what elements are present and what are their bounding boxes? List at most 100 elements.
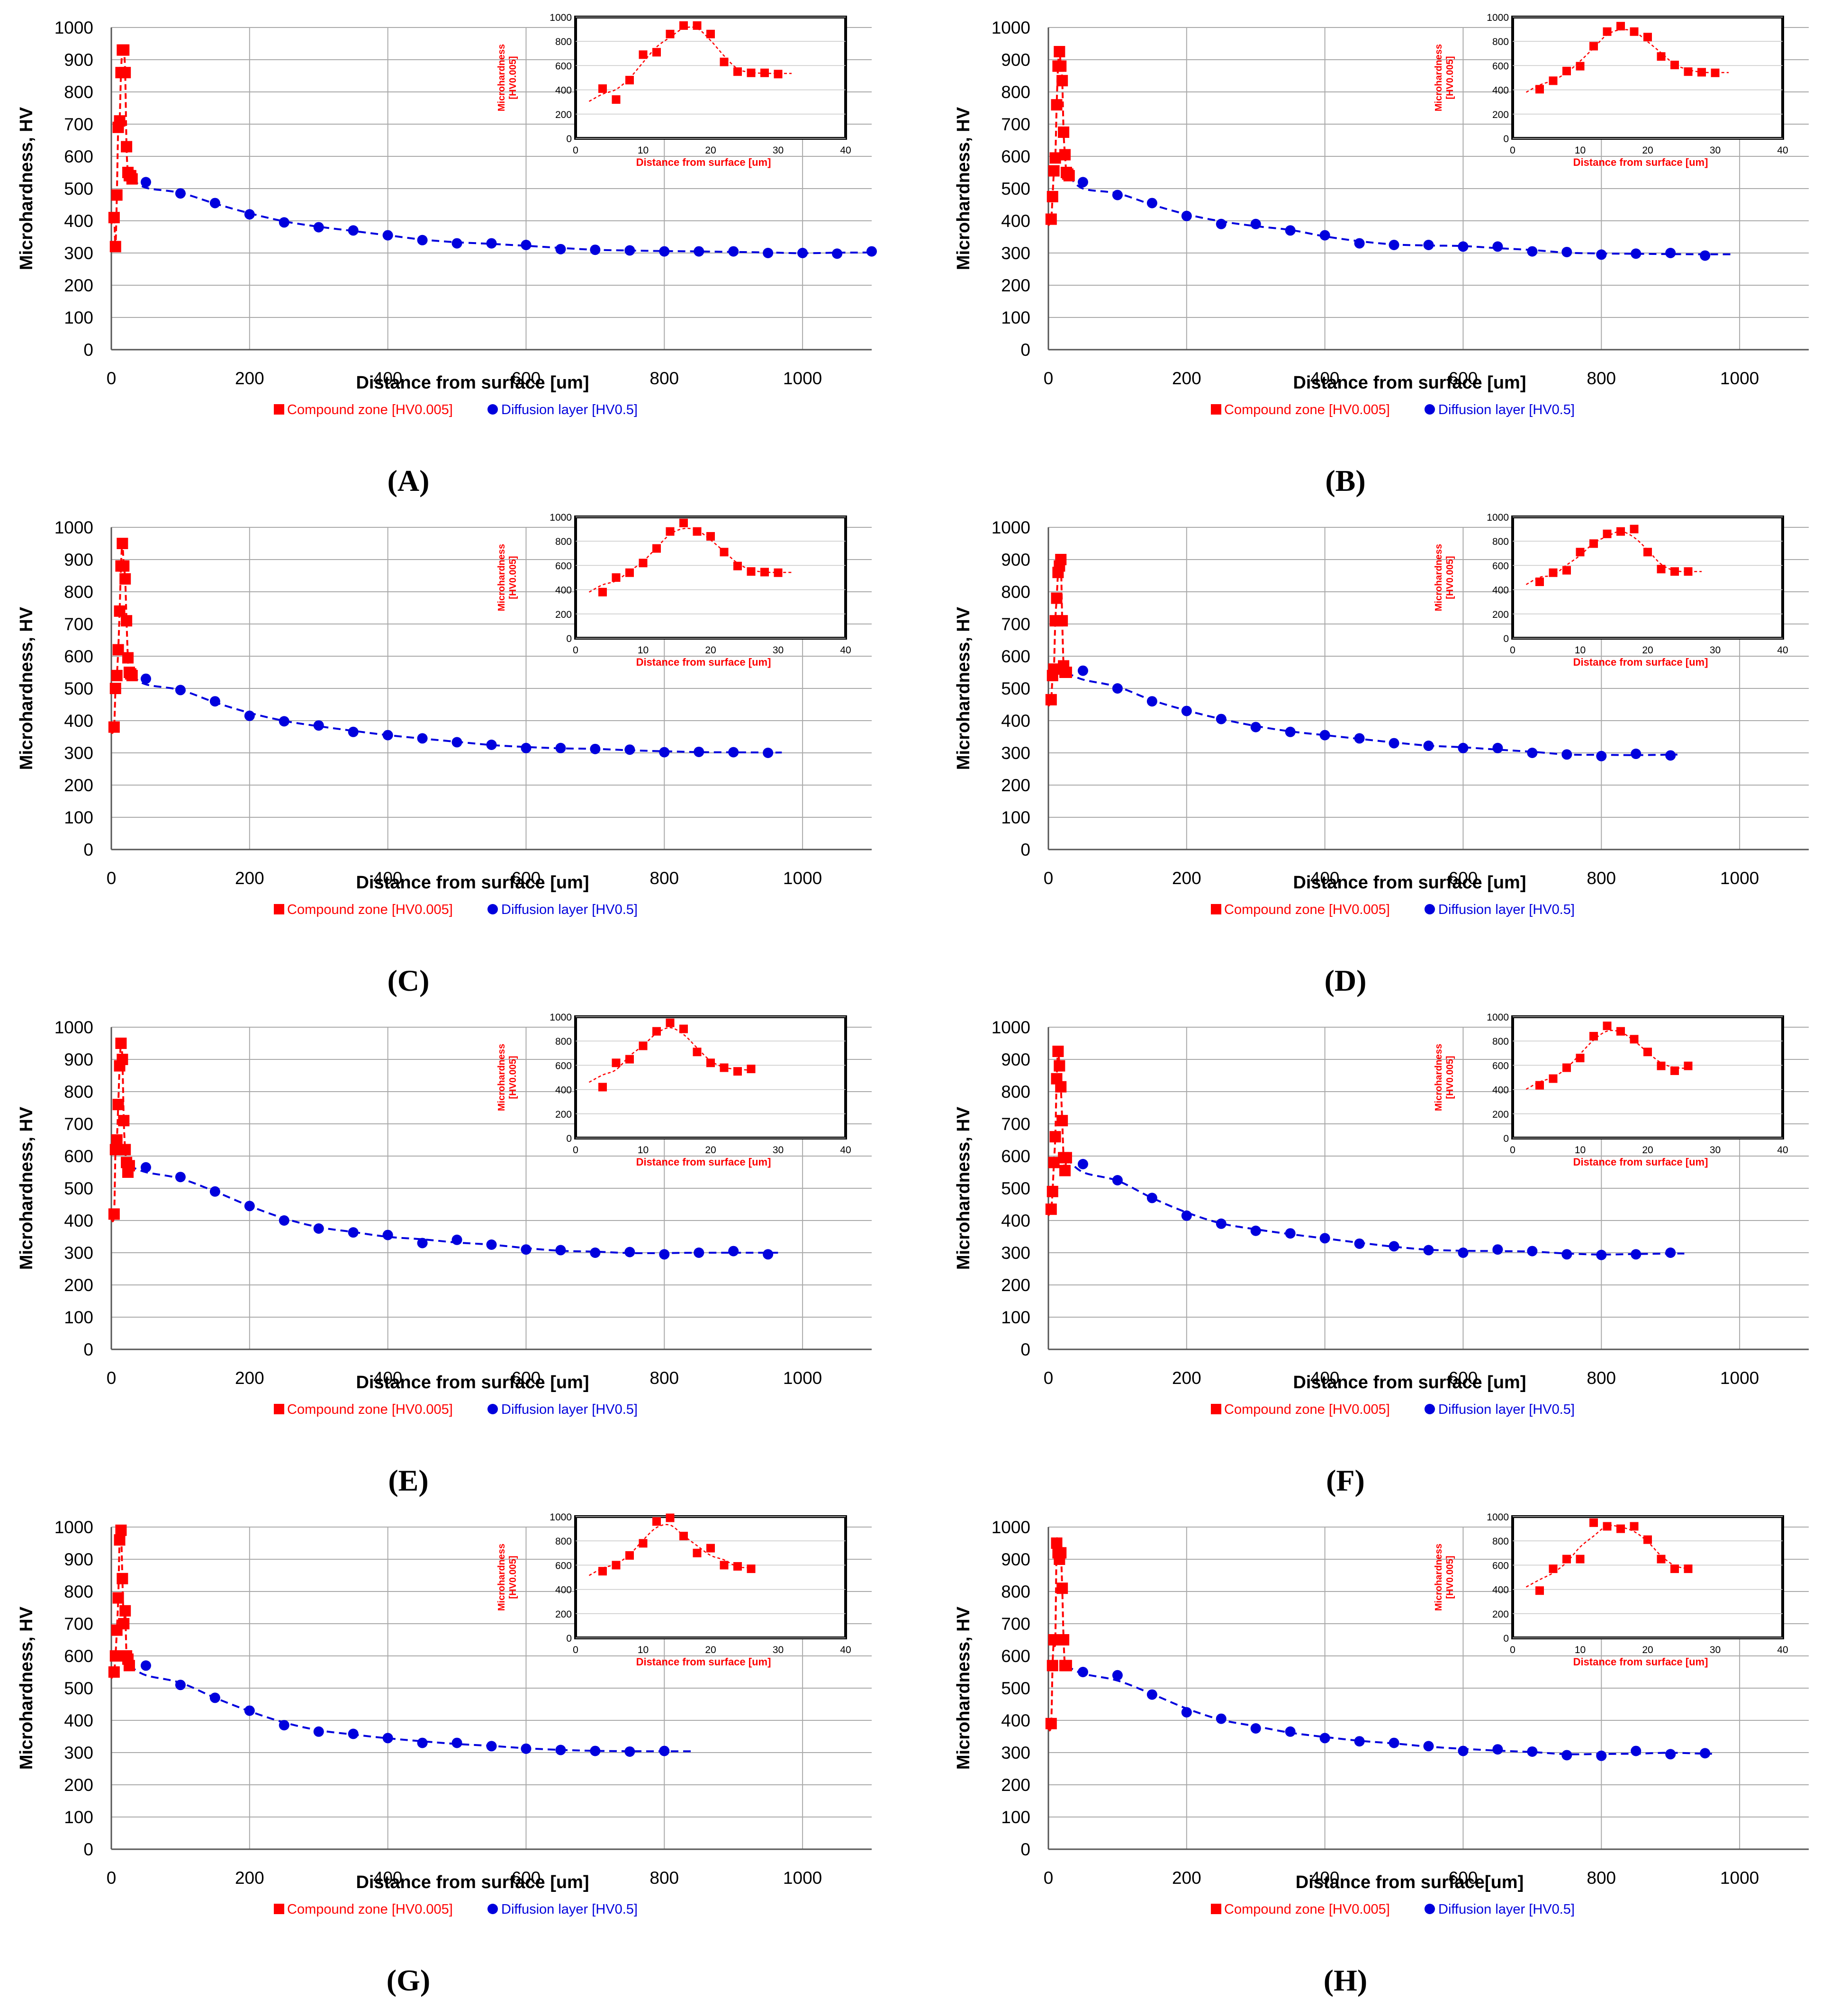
inset-x-tick-label: 10 bbox=[638, 145, 649, 156]
diffusion-point bbox=[624, 1247, 635, 1257]
diffusion-point bbox=[1250, 218, 1261, 229]
inset-x-tick-label: 20 bbox=[705, 145, 716, 156]
legend-diffusion-marker bbox=[1425, 904, 1435, 914]
y-tick-label: 0 bbox=[83, 1340, 93, 1359]
y-tick-label: 500 bbox=[1001, 679, 1030, 698]
compound-point bbox=[1052, 1046, 1064, 1057]
y-tick-label: 700 bbox=[1001, 615, 1030, 634]
diffusion-trend-line bbox=[131, 178, 875, 254]
diffusion-point bbox=[797, 248, 808, 258]
y-tick-label: 0 bbox=[1020, 1340, 1030, 1359]
x-axis-title: Distance from surface [um] bbox=[356, 373, 589, 393]
inset-x-tick-label: 20 bbox=[1642, 645, 1653, 656]
inset-y-axis-title-line1: Microhardness bbox=[496, 544, 507, 611]
diffusion-point bbox=[659, 747, 670, 758]
inset-compound-point bbox=[1643, 33, 1652, 42]
diffusion-point bbox=[521, 1244, 532, 1255]
inset-compound-point bbox=[598, 588, 607, 597]
diffusion-point bbox=[382, 230, 393, 241]
inset-compound-point bbox=[733, 67, 742, 76]
y-axis-title: Microhardness, HV bbox=[954, 606, 974, 770]
inset-frame bbox=[574, 1515, 847, 1639]
compound-point bbox=[1055, 1547, 1067, 1559]
y-tick-label: 100 bbox=[64, 808, 93, 827]
y-tick-label: 0 bbox=[1020, 1840, 1030, 1859]
compound-point bbox=[1054, 46, 1065, 57]
compound-point bbox=[117, 1054, 128, 1065]
y-tick-label: 1000 bbox=[992, 1018, 1030, 1037]
compound-point bbox=[1045, 213, 1057, 225]
inset-y-axis-title-line1: Microhardness bbox=[496, 1044, 507, 1111]
diffusion-point bbox=[451, 1234, 462, 1245]
x-axis-title: Distance from surface [um] bbox=[356, 1872, 589, 1892]
chart-panel-e: 0 100 200 300 400 500 600 700 800 900 1000 0 200 400 6… bbox=[0, 1000, 911, 1500]
inset-y-axis-title-line1: Microhardness bbox=[1434, 44, 1444, 111]
compound-point bbox=[121, 141, 133, 153]
diffusion-point bbox=[417, 1238, 428, 1248]
diffusion-point bbox=[348, 225, 359, 236]
inset-compound-point bbox=[1562, 1063, 1571, 1072]
compound-point bbox=[1048, 1157, 1060, 1168]
diffusion-point bbox=[279, 716, 289, 727]
diffusion-point bbox=[140, 1660, 151, 1671]
diffusion-point bbox=[866, 246, 877, 257]
inset-y-tick-label: 800 bbox=[555, 1536, 572, 1547]
inset-x-tick-label: 0 bbox=[1510, 1145, 1515, 1156]
y-tick-label: 0 bbox=[83, 1840, 93, 1859]
compound-point bbox=[1063, 170, 1075, 181]
legend-diffusion-label: Diffusion layer [HV0.5] bbox=[501, 902, 638, 917]
diffusion-point bbox=[1146, 198, 1157, 208]
diffusion-point bbox=[1423, 240, 1434, 250]
diffusion-point bbox=[659, 246, 670, 257]
x-tick-label: 200 bbox=[235, 1368, 264, 1388]
diffusion-point bbox=[348, 726, 359, 737]
inset-compound-point bbox=[1589, 42, 1598, 51]
inset-chart: 0 200 400 600 800 1000 0 10 20 30 40 Distance from … bbox=[1434, 512, 1788, 668]
diffusion-trend-line bbox=[1065, 1664, 1712, 1755]
x-tick-label: 800 bbox=[1587, 868, 1616, 888]
legend-diffusion-label: Diffusion layer [HV0.5] bbox=[1438, 402, 1575, 417]
chart-panel-f: 0 100 200 300 400 500 600 700 800 900 1000 0 200 400 6… bbox=[937, 1000, 1822, 1500]
inset-compound-point bbox=[652, 1517, 661, 1526]
legend: Compound zone [HV0.005] Diffusion layer [… bbox=[1211, 1402, 1575, 1417]
inset-compound-point bbox=[1670, 1564, 1679, 1573]
inset-compound-point bbox=[1535, 1081, 1544, 1090]
diffusion-point bbox=[555, 742, 566, 753]
compound-point bbox=[1051, 1537, 1063, 1549]
diffusion-point bbox=[175, 1680, 186, 1691]
diffusion-point bbox=[1458, 1248, 1469, 1258]
compound-point bbox=[1049, 1131, 1061, 1143]
diffusion-point bbox=[244, 710, 255, 721]
diffusion-point bbox=[1112, 1670, 1123, 1681]
y-tick-label: 100 bbox=[64, 308, 93, 327]
legend-diffusion-marker bbox=[487, 404, 498, 415]
y-tick-label: 400 bbox=[64, 211, 93, 231]
inset-compound-point bbox=[639, 1539, 648, 1548]
inset-trend-line bbox=[1525, 29, 1729, 93]
inset-x-tick-label: 10 bbox=[1575, 1645, 1586, 1655]
inset-compound-point bbox=[1535, 85, 1544, 94]
y-tick-label: 400 bbox=[64, 711, 93, 731]
diffusion-point bbox=[1700, 250, 1711, 261]
compound-point bbox=[121, 615, 133, 627]
diffusion-point bbox=[140, 673, 151, 684]
inset-compound-point bbox=[1603, 1022, 1612, 1031]
inset-x-tick-label: 30 bbox=[1710, 145, 1721, 156]
inset-frame bbox=[1511, 1515, 1784, 1639]
inset-compound-point bbox=[720, 57, 729, 66]
inset-compound-point bbox=[693, 1548, 702, 1557]
diffusion-point bbox=[1665, 1248, 1676, 1258]
diffusion-point bbox=[1458, 742, 1469, 753]
y-tick-label: 600 bbox=[64, 1646, 93, 1666]
inset-compound-point bbox=[1630, 27, 1639, 36]
diffusion-point bbox=[590, 1745, 601, 1756]
compound-point bbox=[108, 1208, 120, 1220]
y-tick-label: 700 bbox=[1001, 1114, 1030, 1134]
inset-y-axis-title-line1: Microhardness bbox=[1434, 1044, 1444, 1111]
compound-point bbox=[119, 1144, 131, 1156]
inset-compound-point bbox=[774, 70, 783, 79]
diffusion-point bbox=[1181, 210, 1192, 221]
diffusion-point bbox=[348, 1227, 359, 1238]
diffusion-point bbox=[1181, 705, 1192, 716]
